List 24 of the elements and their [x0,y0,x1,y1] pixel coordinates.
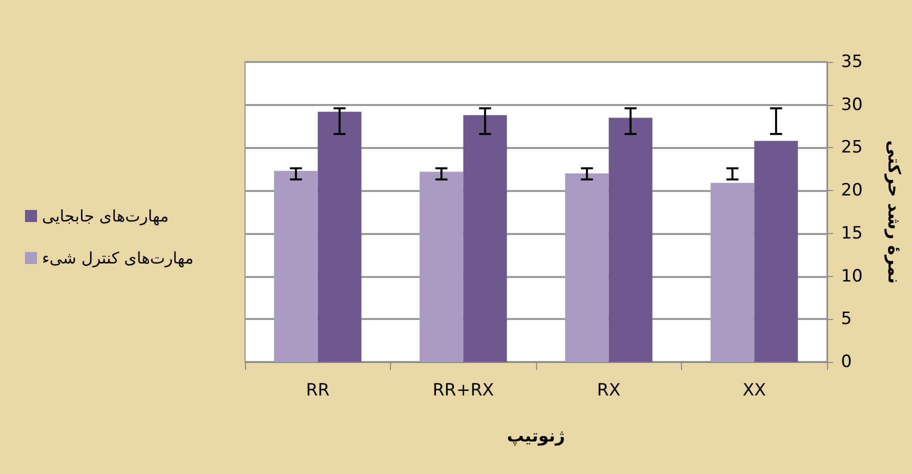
x-tick-label: RX [597,380,621,400]
x-tick-label: RR+RX [432,380,494,400]
x-tick-label: XX [742,380,766,400]
bar [420,172,464,362]
y-axis-title: نمرهٔ رشد حرکتی [884,140,904,284]
bar [274,170,318,362]
y-tick-label: 15 [841,223,863,244]
bar [754,140,798,362]
y-tick-label: 5 [841,309,852,330]
bar [608,118,652,362]
x-axis-title: ژنوتیپ [506,426,566,446]
bar [463,115,507,362]
legend-label: مهارت‌های جابجایی [42,206,169,226]
y-tick-label: 35 [841,52,863,72]
y-tick-label: 0 [841,352,852,372]
bar [318,112,362,362]
y-tick-label: 10 [841,266,863,286]
y-tick-label: 30 [841,94,863,115]
legend-label: مهارت‌های کنترل شیء [42,248,194,268]
y-tick-label: 25 [841,138,863,158]
bar [565,173,609,362]
x-tick-label: RR [306,380,330,400]
bar [710,182,754,362]
y-tick-label: 20 [841,180,863,201]
